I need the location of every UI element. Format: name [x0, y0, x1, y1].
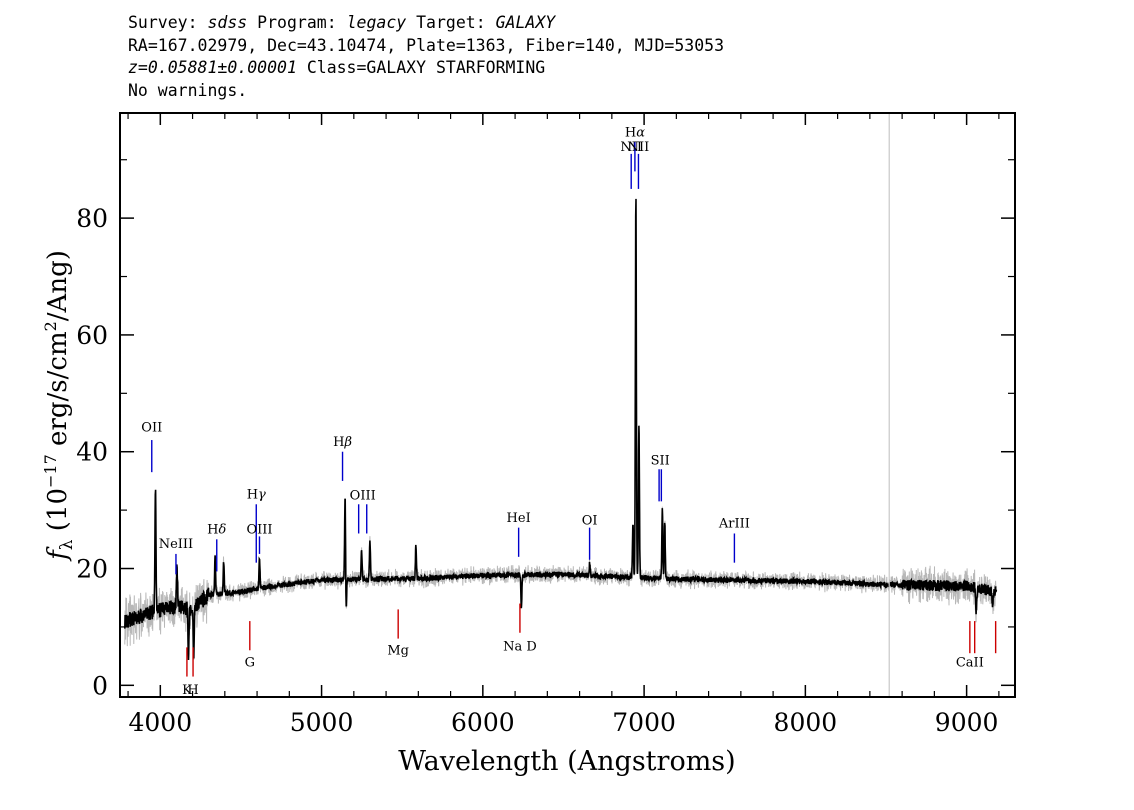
- emission-line-label: OIII: [246, 522, 272, 537]
- absorption-line-label: Na D: [503, 639, 537, 654]
- header-line-4: No warnings.: [128, 80, 248, 100]
- emission-line-label: Hβ: [333, 435, 352, 450]
- y-axis-label: fλ (10−17 erg/s/cm2/Ang): [41, 250, 77, 562]
- header-line-1-segment: GALAXY: [495, 13, 556, 32]
- emission-line-label: NII: [620, 140, 642, 155]
- spectrum-header: Survey: sdss Program: legacy Target: GAL…: [128, 12, 724, 102]
- header-line-1-segment: Program:: [247, 13, 347, 32]
- emission-line-label: HeI: [507, 511, 531, 526]
- x-tick-label: 9000: [935, 708, 999, 737]
- emission-line-label: SII: [651, 454, 670, 469]
- header-line-1-segment: legacy: [346, 13, 407, 32]
- y-tick-label: 0: [92, 671, 108, 700]
- header-line-3: z=0.05881±0.00001 Class=GALAXY STARFORMI…: [128, 57, 724, 80]
- plot-frame: [119, 112, 1016, 698]
- emission-line-label: Hγ: [247, 487, 266, 502]
- header-line-1-segment: sdss: [207, 13, 248, 32]
- x-tick-label: 7000: [612, 708, 676, 737]
- absorption-line-label: K: [182, 683, 192, 698]
- absorption-line-label: Mg: [387, 643, 409, 658]
- x-tick-label: 8000: [774, 708, 838, 737]
- emission-line-label: Hα: [625, 125, 645, 140]
- x-tick-label: 4000: [129, 708, 193, 737]
- y-tick-label: 80: [76, 204, 108, 233]
- class-value: Class=GALAXY STARFORMING: [296, 58, 546, 77]
- emission-line-label: OII: [141, 420, 162, 435]
- emission-line-label: NII: [628, 140, 650, 155]
- y-tick-label: 20: [76, 555, 108, 584]
- emission-line-label: NeIII: [159, 537, 193, 552]
- x-tick-label: 6000: [451, 708, 515, 737]
- header-line-1-segment: Survey:: [128, 13, 208, 32]
- emission-line-label: ArIII: [718, 517, 750, 532]
- emission-line-label: OI: [582, 514, 598, 529]
- header-line-1: Survey: sdss Program: legacy Target: GAL…: [128, 12, 724, 35]
- header-line-2: RA=167.02979, Dec=43.10474, Plate=1363, …: [128, 35, 725, 55]
- x-tick-label: 5000: [290, 708, 354, 737]
- absorption-line-label: G: [245, 656, 255, 671]
- header-line-1-segment: Target:: [406, 13, 496, 32]
- absorption-line-label: H: [187, 683, 198, 698]
- redshift-value: z=0.05881±0.00001: [128, 58, 297, 77]
- y-tick-label: 60: [76, 321, 108, 350]
- emission-line-label: Hδ: [207, 522, 226, 537]
- x-axis-label: Wavelength (Angstroms): [398, 746, 735, 777]
- flux-series-line: [124, 198, 998, 661]
- absorption-line-label: CaII: [956, 656, 984, 671]
- y-tick-label: 40: [76, 438, 108, 467]
- emission-line-label: OIII: [350, 489, 376, 504]
